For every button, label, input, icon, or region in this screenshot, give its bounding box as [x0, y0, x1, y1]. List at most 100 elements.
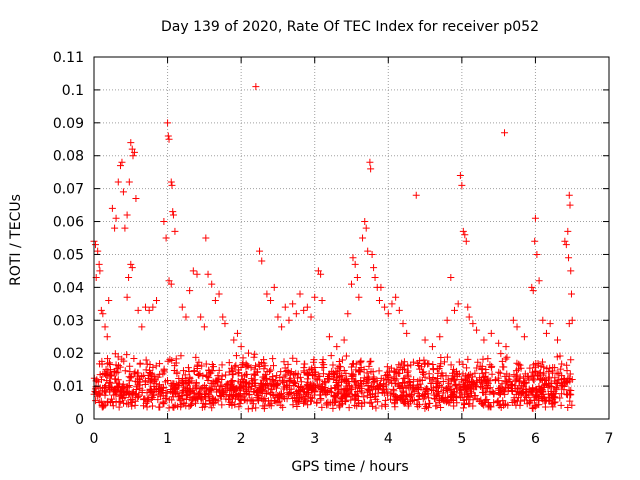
data-point: [119, 380, 127, 388]
data-point: [558, 390, 566, 398]
data-point: [198, 403, 206, 411]
data-point: [150, 391, 158, 399]
data-point: [479, 388, 487, 396]
data-point: [234, 392, 242, 400]
data-point: [437, 360, 445, 368]
data-point: [507, 384, 515, 392]
data-point: [289, 300, 297, 308]
data-point: [556, 394, 564, 402]
data-point: [332, 384, 340, 392]
data-point: [558, 360, 566, 368]
data-point: [243, 361, 251, 369]
data-point: [357, 387, 365, 395]
data-point: [285, 385, 293, 393]
data-point: [183, 384, 191, 392]
data-point: [148, 402, 156, 410]
data-point: [100, 369, 108, 377]
data-point: [205, 367, 213, 375]
data-point: [568, 316, 576, 324]
data-point: [503, 353, 511, 361]
data-point: [192, 353, 200, 361]
data-point: [241, 379, 249, 387]
data-point: [140, 396, 148, 404]
data-point: [136, 359, 144, 367]
data-point: [214, 397, 222, 405]
data-point: [400, 375, 408, 383]
data-point: [414, 377, 422, 385]
data-point: [349, 372, 357, 380]
data-point: [169, 211, 177, 219]
data-point: [276, 394, 284, 402]
data-point: [384, 310, 392, 318]
data-point: [202, 360, 210, 368]
data-point: [99, 370, 107, 378]
data-point: [208, 398, 216, 406]
data-point: [274, 313, 282, 321]
data-point: [480, 401, 488, 409]
data-point: [565, 254, 573, 262]
data-point: [495, 377, 503, 385]
data-point: [460, 396, 468, 404]
data-point: [178, 377, 186, 385]
data-point: [327, 352, 335, 360]
data-point: [484, 355, 492, 363]
data-point: [125, 373, 133, 381]
data-point: [400, 361, 408, 369]
data-point: [385, 378, 393, 386]
data-point: [222, 381, 230, 389]
data-point: [116, 398, 124, 406]
data-point: [269, 377, 277, 385]
data-point: [116, 363, 124, 371]
data-point: [539, 371, 547, 379]
data-point: [184, 391, 192, 399]
data-point: [471, 392, 479, 400]
data-point: [399, 379, 407, 387]
data-point: [112, 214, 120, 222]
data-point: [387, 364, 395, 372]
data-point: [469, 396, 477, 404]
data-point: [370, 264, 378, 272]
data-point: [326, 399, 334, 407]
data-point: [197, 313, 205, 321]
data-point: [117, 390, 125, 398]
data-point: [287, 390, 295, 398]
data-point: [495, 368, 503, 376]
data-point: [189, 267, 197, 275]
data-point: [202, 234, 210, 242]
data-point: [98, 403, 106, 411]
data-point: [531, 368, 539, 376]
data-point: [419, 395, 427, 403]
data-point: [455, 358, 463, 366]
data-point: [497, 350, 505, 358]
data-point: [307, 313, 315, 321]
data-point: [154, 396, 162, 404]
data-point: [516, 361, 524, 369]
data-point: [428, 343, 436, 351]
data-point: [250, 370, 258, 378]
data-point: [424, 385, 432, 393]
data-point: [104, 355, 112, 363]
data-point: [343, 393, 351, 401]
data-point: [478, 366, 486, 374]
data-point: [251, 350, 259, 358]
data-point: [383, 368, 391, 376]
data-point: [423, 403, 431, 411]
data-point: [156, 384, 164, 392]
data-point: [498, 380, 506, 388]
data-point: [404, 383, 412, 391]
data-point: [255, 397, 263, 405]
data-point: [236, 400, 244, 408]
data-point: [426, 399, 434, 407]
data-point: [146, 379, 154, 387]
data-point: [95, 260, 103, 268]
data-point: [466, 400, 474, 408]
data-point: [277, 401, 285, 409]
data-point: [373, 377, 381, 385]
data-point: [269, 362, 277, 370]
data-point: [241, 396, 249, 404]
data-point: [319, 356, 327, 364]
data-point: [317, 394, 325, 402]
data-point: [389, 390, 397, 398]
data-point: [251, 380, 259, 388]
data-point: [305, 383, 313, 391]
